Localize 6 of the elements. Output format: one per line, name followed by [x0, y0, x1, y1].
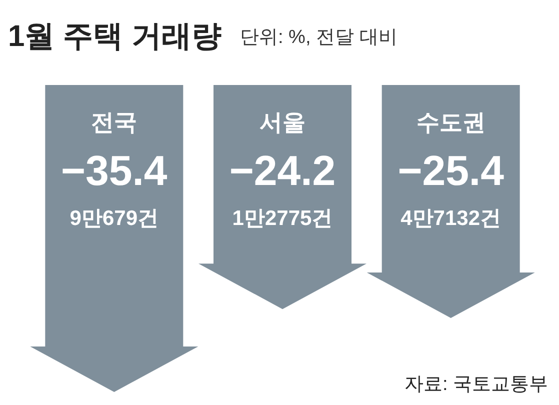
title: 1월 주택 거래량	[8, 20, 222, 53]
annotation: 9만679건	[70, 207, 159, 230]
annotation: 1만2775건	[232, 207, 333, 230]
annotation: 자료: 국토교통부	[404, 374, 548, 395]
subtitle: 단위: %, 전달 대비	[240, 27, 398, 48]
annotation: 4만7132건	[400, 207, 502, 230]
